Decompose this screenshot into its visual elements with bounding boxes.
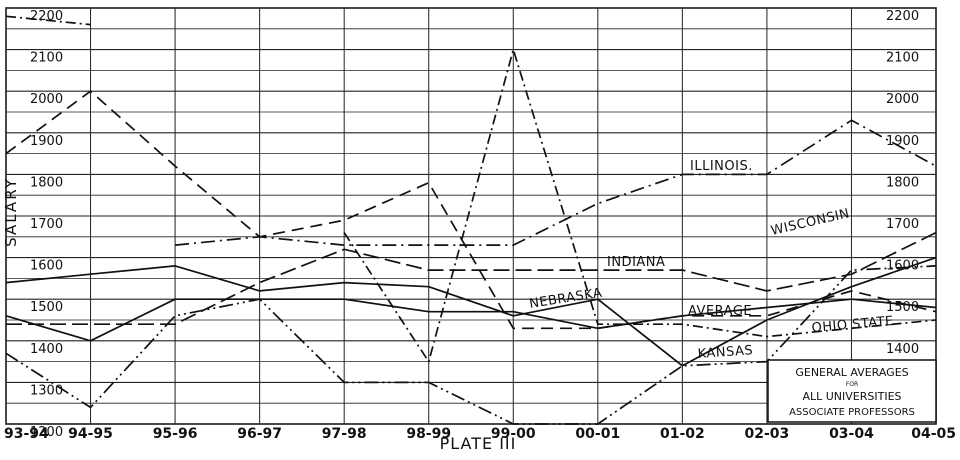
y-tick-label-left: 1800: [30, 175, 63, 190]
y-tick-label-left: 1700: [30, 217, 63, 232]
x-tick-label: 00-01: [575, 426, 620, 442]
x-ticks: 93-94 94-95 95-96 96-97 97-98 98-99 99-00 00-01…: [4, 426, 956, 442]
y-axis-label: SALARY: [2, 177, 20, 247]
series-line-average: [5, 298, 937, 342]
plate-caption: PLATE III: [440, 434, 517, 453]
y-tick-label-right: 2200: [886, 9, 919, 24]
y-tick-label-left: 2000: [30, 92, 63, 107]
series-label-indiana: INDIANA: [607, 255, 665, 270]
x-tick-label: 93-94: [4, 426, 49, 442]
y-tick-label-right: 1600: [886, 259, 919, 274]
legend-box-line2: FOR: [846, 381, 858, 388]
series-lines: [5, 15, 937, 425]
series-label-average: AVERAGE: [688, 304, 752, 319]
y-tick-label-left: 1500: [30, 300, 63, 315]
series-line-wisconsin: [175, 119, 937, 246]
legend-box-line3: ALL UNIVERSITIES: [802, 390, 901, 403]
series-line-ohio-state: [5, 265, 937, 425]
y-tick-label-right: 1900: [886, 134, 919, 149]
legend-box: GENERAL AVERAGES FOR ALL UNIVERSITIES AS…: [767, 359, 937, 423]
y-tick-label-right: 2100: [886, 51, 919, 66]
y-tick-label-left: 1600: [30, 259, 63, 274]
series-line-illinois: [5, 90, 937, 330]
y-tick-label-right: 2000: [886, 92, 919, 107]
x-tick-label: 04-05: [911, 426, 956, 442]
series-label-illinois: ILLINOIS.: [690, 159, 753, 174]
y-tick-label-right: 1400: [886, 342, 919, 357]
series-line-indiana: [6, 231, 937, 326]
y-tick-label-left: 1900: [30, 134, 63, 149]
series-label-kansas: KANSAS: [697, 343, 753, 362]
series-label-ohio-state: OHIO STATE: [811, 314, 894, 336]
legend-box-line4: ASSOCIATE PROFESSORS: [789, 407, 915, 418]
x-tick-label: 97-98: [322, 426, 367, 442]
y-tick-label-left: 1200: [30, 425, 63, 440]
x-tick-label: 01-02: [660, 426, 705, 442]
x-tick-label: 96-97: [237, 426, 282, 442]
legend-box-line1: GENERAL AVERAGES: [795, 366, 908, 379]
y-tick-label-left: 1400: [30, 342, 63, 357]
y-tick-label-left: 2100: [30, 51, 63, 66]
x-tick-label: 95-96: [153, 426, 198, 442]
x-tick-label: 94-95: [68, 426, 113, 442]
x-tick-label: 99-00: [491, 426, 536, 442]
y-tick-label-right: 1800: [886, 175, 919, 190]
y-tick-label-right: 1700: [886, 217, 919, 232]
x-tick-label: 98-99: [406, 426, 451, 442]
series-label-wisconsin: WISCONSIN: [770, 206, 852, 239]
series-line-kansas: [5, 15, 937, 363]
y-ticks-left: 1200 1300 1400 1500 1600 1700 1800 1900 2000 2100…: [30, 9, 63, 440]
y-tick-label-left: 1300: [30, 383, 63, 398]
series-line-nebraska: [5, 256, 937, 367]
x-tick-label: 03-04: [829, 426, 874, 442]
y-tick-label-left: 2200: [30, 9, 63, 24]
x-tick-label: 02-03: [745, 426, 790, 442]
